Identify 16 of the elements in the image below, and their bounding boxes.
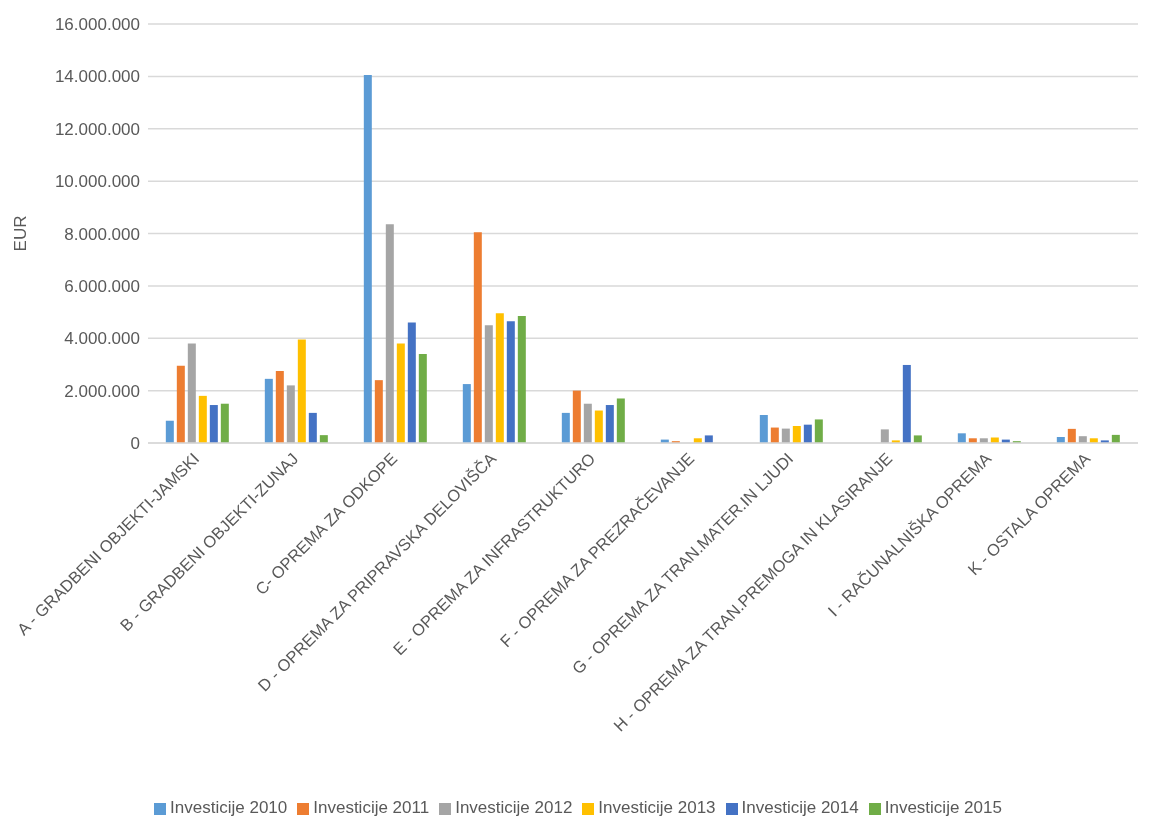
y-tick-label: 4.000.000 [64, 329, 140, 349]
y-axis-title: EUR [11, 215, 31, 252]
legend-label: Investicije 2014 [741, 798, 859, 817]
y-tick-label: 2.000.000 [64, 381, 140, 401]
legend-label: Investicije 2011 [313, 798, 430, 817]
y-tick-label: 0 [130, 434, 140, 454]
legend-label: Investicije 2013 [598, 798, 716, 817]
y-tick-label: 12.000.000 [54, 119, 140, 139]
y-tick-label: 6.000.000 [64, 276, 140, 296]
y-tick-label: 16.000.000 [54, 15, 140, 35]
legend-label: Investicije 2010 [170, 798, 288, 817]
legend-label: Investicije 2015 [884, 798, 1002, 817]
y-tick-label: 14.000.000 [54, 67, 140, 87]
legend-label: Investicije 2012 [455, 798, 573, 817]
y-tick-label: 10.000.000 [54, 172, 140, 192]
y-tick-label: 8.000.000 [64, 224, 140, 244]
